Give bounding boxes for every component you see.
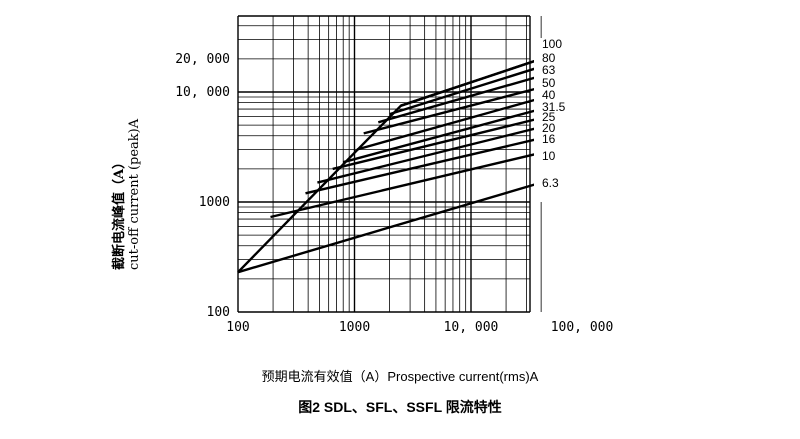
y-tick-label: 1000 (199, 195, 230, 210)
x-axis-label: 预期电流有效值（A）Prospective current(rms)A (261, 369, 539, 384)
x-tick-label: 10, 000 (444, 320, 499, 335)
series-label: 10 (542, 149, 556, 163)
series-label: 80 (542, 51, 556, 65)
x-tick-label: 1000 (339, 320, 370, 335)
series-label: 25 (542, 110, 556, 124)
y-tick-label: 20, 000 (175, 52, 230, 67)
series-line (305, 137, 542, 195)
figure-caption: 图2 SDL、SFL、SSFL 限流特性 (298, 399, 502, 415)
series-line (270, 151, 542, 219)
series-line (377, 74, 542, 124)
series-line (317, 125, 542, 184)
label-box (534, 38, 568, 202)
y-axis-label-cn: 截断电流峰值（A） (112, 155, 127, 270)
series-line (237, 181, 542, 274)
series-label: 40 (542, 88, 556, 102)
series-line (363, 86, 542, 135)
series-line (342, 107, 542, 164)
y-tick-label: 100 (207, 305, 230, 320)
series-label: 31.5 (542, 100, 566, 114)
x-tick-label: 100, 000 (551, 320, 614, 335)
series-line (389, 65, 542, 116)
y-axis-label-en: cut-off current (peak)A (127, 118, 142, 270)
series-line (332, 116, 542, 171)
x-tick-label: 100 (226, 320, 249, 335)
series-label: 16 (542, 132, 556, 146)
series-label: 6.3 (542, 176, 559, 190)
series-label: 20 (542, 121, 556, 135)
series-lines (237, 57, 542, 274)
y-tick-label: 10, 000 (175, 85, 230, 100)
series-line (356, 96, 542, 151)
x-tick-labels: 100 1000 10, 000 100, 000 (226, 320, 613, 335)
y-axis-label: 截断电流峰值（A） cut-off current (peak)A (112, 90, 142, 270)
series-label: 63 (542, 63, 556, 77)
series-label: 50 (542, 76, 556, 90)
y-tick-labels: 100 1000 10, 000 20, 000 (175, 52, 230, 320)
series-label: 100 (542, 37, 562, 51)
series-line (400, 57, 542, 107)
